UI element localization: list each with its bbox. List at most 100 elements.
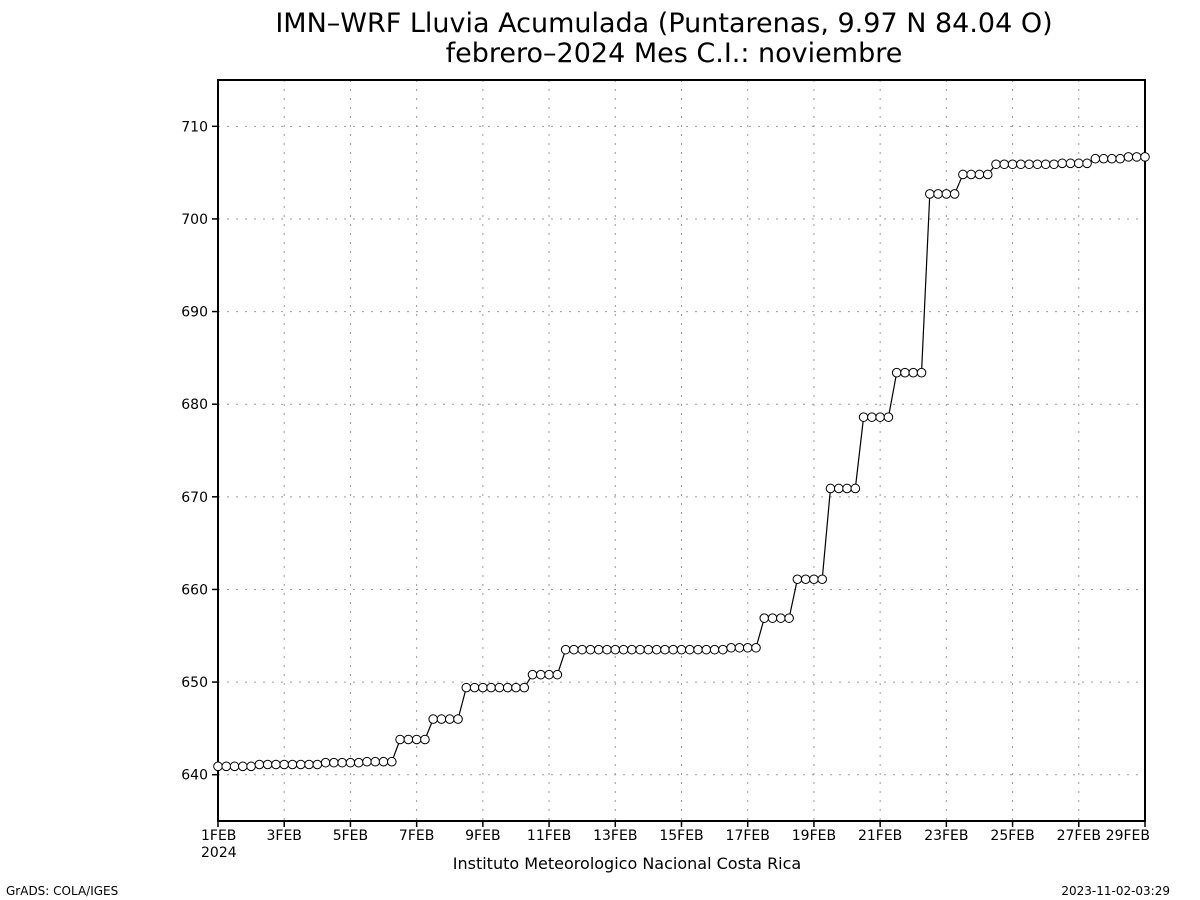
data-point xyxy=(809,574,819,585)
data-point xyxy=(776,613,786,623)
data-point xyxy=(867,412,877,422)
y-tick-label: 710 xyxy=(181,119,208,135)
data-point xyxy=(1040,159,1051,170)
data-point xyxy=(842,483,852,494)
data-point xyxy=(800,574,811,585)
data-point xyxy=(643,644,654,655)
x-tick-label: 25FEB xyxy=(990,828,1034,844)
data-point xyxy=(1007,159,1018,170)
data-point xyxy=(734,642,745,653)
data-point xyxy=(933,189,943,199)
data-point xyxy=(304,759,314,770)
data-point xyxy=(254,759,265,770)
x-tick-label: 11FEB xyxy=(527,828,571,844)
data-point xyxy=(916,367,927,378)
data-point xyxy=(229,761,240,772)
data-point xyxy=(246,761,256,772)
data-point xyxy=(353,757,364,768)
data-point xyxy=(1057,158,1068,169)
data-point xyxy=(378,756,389,767)
x-tick-label: 15FEB xyxy=(659,828,703,844)
grid xyxy=(218,80,1145,821)
data-point xyxy=(387,756,397,767)
data-point xyxy=(627,644,637,655)
data-point xyxy=(221,761,232,772)
data-point xyxy=(370,756,381,767)
x-tick-label: 13FEB xyxy=(593,828,637,844)
data-point xyxy=(362,756,372,767)
data-point xyxy=(295,759,306,770)
data-point xyxy=(436,714,447,724)
data-point xyxy=(900,367,910,378)
data-point xyxy=(312,759,323,770)
data-point xyxy=(676,644,687,655)
data-point xyxy=(1131,152,1142,162)
data-point xyxy=(949,189,960,199)
data-point xyxy=(767,613,778,623)
data-point xyxy=(428,714,439,724)
data-point xyxy=(1065,158,1076,169)
data-point xyxy=(891,367,902,378)
y-tick-label: 670 xyxy=(181,490,208,506)
data-point xyxy=(511,682,521,693)
grads-credit: GrADS: COLA/IGES xyxy=(6,884,118,898)
data-point xyxy=(958,169,968,180)
data-point xyxy=(444,714,455,724)
data-point xyxy=(535,669,546,680)
data-point xyxy=(502,682,513,693)
data-point xyxy=(494,682,505,693)
data-point xyxy=(925,189,935,199)
data-point xyxy=(461,682,472,693)
data-point xyxy=(1098,153,1109,164)
data-point xyxy=(585,644,596,655)
y-tick-label: 660 xyxy=(181,582,208,598)
data-point xyxy=(213,761,223,772)
x-tick-label: 1FEB xyxy=(201,828,236,844)
x-tick-label: 27FEB xyxy=(1057,828,1101,844)
data-point xyxy=(329,757,339,768)
data-point xyxy=(552,669,563,680)
data-point xyxy=(602,644,612,655)
data-point xyxy=(610,644,621,655)
data-point xyxy=(883,412,894,422)
data-point xyxy=(279,759,290,770)
data-point xyxy=(411,734,422,745)
data-point xyxy=(478,682,488,693)
data-point xyxy=(287,759,298,770)
data-point xyxy=(337,757,347,768)
data-point xyxy=(262,759,273,770)
data-point xyxy=(420,734,430,745)
data-point xyxy=(660,644,670,655)
x-tick-label: 21FEB xyxy=(858,828,902,844)
data-point xyxy=(833,483,844,494)
data-point xyxy=(875,412,885,422)
data-point xyxy=(395,734,405,745)
data-point xyxy=(701,644,712,655)
chart-title: IMN–WRF Lluvia Acumulada (Puntarenas, 9.… xyxy=(275,8,1052,39)
data-point xyxy=(668,644,679,655)
data-point xyxy=(1016,159,1026,170)
data-point xyxy=(651,644,662,655)
data-point xyxy=(1107,153,1117,164)
data-point xyxy=(403,734,414,745)
series-markers xyxy=(213,152,1150,772)
data-point xyxy=(751,642,761,653)
data-point xyxy=(966,169,976,180)
data-point xyxy=(759,613,770,623)
y-tick-label: 650 xyxy=(181,675,208,691)
data-point xyxy=(817,574,828,585)
data-point xyxy=(1090,153,1101,164)
x-tick-label: 9FEB xyxy=(465,828,500,844)
data-point xyxy=(999,159,1010,170)
data-point xyxy=(908,367,919,378)
data-point xyxy=(1115,153,1125,164)
data-point xyxy=(238,761,248,772)
data-point xyxy=(991,159,1001,170)
data-point xyxy=(941,189,952,199)
data-point xyxy=(635,644,645,655)
data-point xyxy=(519,682,530,693)
data-point xyxy=(974,169,985,180)
data-point xyxy=(709,644,720,655)
data-point xyxy=(850,483,861,494)
